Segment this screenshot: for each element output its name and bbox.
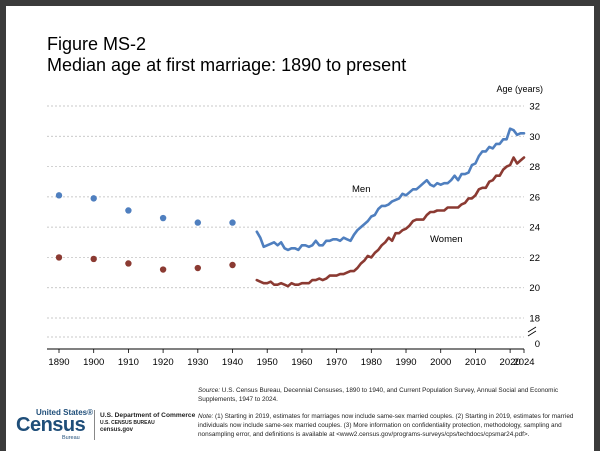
men-point-1900 xyxy=(90,195,97,202)
x-tick-label-1990: 1990 xyxy=(395,357,416,368)
note-label: Note: xyxy=(198,413,214,420)
y-tick-label-zero: 0 xyxy=(535,339,540,350)
x-tick-label-1930: 1930 xyxy=(187,357,208,368)
y-tick-label-30: 30 xyxy=(529,132,540,143)
x-tick-label-2024: 2024 xyxy=(513,357,534,368)
x-tick-label-1980: 1980 xyxy=(361,357,382,368)
women-point-1900 xyxy=(90,255,97,263)
x-tick-label-1910: 1910 xyxy=(118,357,139,368)
window-frame-top xyxy=(0,0,600,6)
men-point-1940 xyxy=(229,219,236,226)
y-tick-label-20: 20 xyxy=(529,283,540,294)
figure-title: Figure MS-2 Median age at first marriage… xyxy=(47,34,406,76)
source-label: Source: xyxy=(198,387,221,394)
x-tick-label-1970: 1970 xyxy=(326,357,347,368)
x-tick-label-2020: 2020 xyxy=(500,357,521,368)
window-frame-left xyxy=(0,0,6,451)
y-axis-label: Age (years) xyxy=(496,84,543,94)
women-point-1930 xyxy=(194,264,202,272)
axis-break-mark-upper xyxy=(527,326,537,333)
y-tick-label-32: 32 xyxy=(529,102,540,113)
y-tick-label-28: 28 xyxy=(529,162,540,173)
census-website: census.gov xyxy=(100,427,134,433)
women-point-1910 xyxy=(125,260,132,267)
men-point-1930 xyxy=(194,219,202,226)
footnote: Note: (1) Starting in 2019, estimates fo… xyxy=(198,412,590,439)
x-tick-label-2000: 2000 xyxy=(430,357,451,368)
y-tick-label-24: 24 xyxy=(529,223,540,234)
men-line xyxy=(255,127,526,252)
department-info: U.S. Department of Commerce U.S. CENSUS … xyxy=(100,412,195,433)
bureau-name: U.S. CENSUS BUREAU xyxy=(100,420,155,426)
y-tick-label-22: 22 xyxy=(529,253,540,264)
footer-divider xyxy=(94,410,95,440)
figure-caption: Median age at first marriage: 1890 to pr… xyxy=(47,55,407,75)
men-point-1910 xyxy=(125,207,132,214)
x-tick-label-1940: 1940 xyxy=(222,357,243,368)
men-point-1890 xyxy=(55,192,63,199)
window-frame-right xyxy=(594,0,600,451)
x-tick-label-1900: 1900 xyxy=(83,357,104,368)
women-series-label: Women xyxy=(430,234,463,245)
x-tick-label-1960: 1960 xyxy=(291,357,312,368)
x-tick-label-1890: 1890 xyxy=(48,357,69,368)
census-logo: United States® Census Bureau xyxy=(14,408,96,442)
men-series-label: Men xyxy=(352,184,370,195)
women-point-1940 xyxy=(229,261,236,269)
axis-break-mark-lower xyxy=(527,330,537,337)
women-point-1890 xyxy=(55,254,63,261)
y-tick-label-26: 26 xyxy=(529,192,540,203)
logo-census: Census xyxy=(16,414,86,436)
y-tick-label-18: 18 xyxy=(529,314,540,325)
x-tick-label-2010: 2010 xyxy=(465,357,486,368)
women-line xyxy=(255,156,526,288)
logo-united-states: United States® xyxy=(36,408,94,417)
dept-name: U.S. Department of Commerce xyxy=(100,412,196,419)
men-point-1920 xyxy=(159,214,167,222)
x-tick-label-1950: 1950 xyxy=(257,357,278,368)
source-text: U.S. Census Bureau, Decennial Censuses, … xyxy=(198,387,559,403)
note-text: (1) Starting in 2019, estimates for marr… xyxy=(198,413,574,438)
logo-bureau: Bureau xyxy=(62,435,80,441)
x-tick-label-1920: 1920 xyxy=(153,357,174,368)
women-point-1920 xyxy=(159,266,167,273)
figure-number: Figure MS-2 xyxy=(47,34,147,54)
source-note: Source: U.S. Census Bureau, Decennial Ce… xyxy=(198,386,578,404)
